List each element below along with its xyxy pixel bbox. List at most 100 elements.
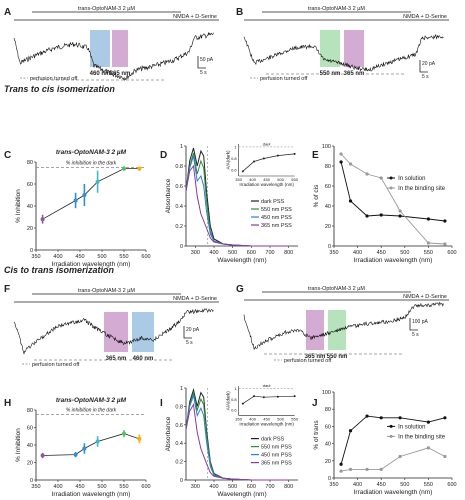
inset-y-tick-label: 0.6 — [231, 168, 237, 173]
data-point — [348, 162, 353, 166]
window-label-2: 550 nm — [327, 354, 348, 360]
y-tick-label: 20 — [325, 459, 331, 465]
data-point — [398, 454, 402, 459]
data-point — [365, 467, 369, 471]
y-tick-label: 100 — [322, 144, 331, 150]
data-point — [339, 160, 343, 164]
y-axis-label: % Inhibition — [15, 189, 22, 223]
light-window-1 — [104, 312, 128, 352]
x-tick-label: 350 — [31, 254, 40, 260]
x-tick-label: 400 — [209, 484, 218, 490]
x-tick-label: 500 — [228, 250, 237, 256]
x-axis-label: Irradiation wavelength (nm) — [354, 489, 433, 496]
x-tick-label: 400 — [209, 250, 218, 256]
y-tick-label: 0.8 — [175, 164, 183, 170]
data-point — [82, 446, 87, 451]
perfusion-label: perfusion turned off — [260, 76, 308, 82]
spectrum-line — [185, 164, 289, 247]
legend-marker — [389, 434, 393, 438]
legend-label: 550 nm PSS — [261, 445, 292, 451]
data-point — [426, 241, 430, 245]
y-axis-label: % of cis — [313, 184, 320, 208]
scale-bar-x-label: 5 s — [422, 74, 429, 80]
panel-letter-b: B — [236, 7, 243, 18]
x-axis-label: Irradiation wavelength (nm) — [354, 257, 433, 264]
x-tick-label: 300 — [191, 250, 200, 256]
inset-dark-annotation: dark — [263, 383, 272, 388]
data-point — [339, 469, 343, 473]
y-tick-label: 0 — [328, 476, 331, 482]
x-tick-label: 800 — [284, 250, 293, 256]
inset-x-label: Irradiation wavelength (nm) — [239, 421, 294, 426]
inset-y-tick-label: 1 — [234, 386, 237, 391]
x-tick-label: 400 — [353, 250, 362, 256]
data-point — [398, 214, 402, 218]
legend-label: 550 nm PSS — [261, 207, 292, 213]
y-tick-label: 40 — [325, 204, 331, 210]
light-window-2 — [112, 30, 128, 67]
agonist-label: NMDA + D-Serine — [173, 14, 217, 20]
light-window-1 — [320, 30, 340, 67]
x-tick-label: 500 — [97, 484, 106, 490]
panel-letter-j: J — [312, 398, 318, 409]
data-point — [365, 214, 369, 218]
x-tick-label: 550 — [424, 250, 433, 256]
panel-letter-d: D — [160, 150, 167, 161]
x-tick-label: 700 — [265, 250, 274, 256]
inset-y-tick-label: 0.6 — [231, 408, 237, 413]
data-point — [73, 198, 78, 203]
y-tick-label: 0.2 — [175, 224, 183, 230]
panel-letter-i: I — [160, 398, 163, 409]
y-tick-label: 1 — [180, 144, 183, 150]
x-axis-label: Irradiation wavelength (nm) — [52, 261, 131, 268]
x-axis-label: Wavelength (nm) — [217, 257, 266, 264]
legend-label: dark PSS — [261, 199, 285, 205]
data-point — [443, 219, 447, 223]
inset-point — [262, 157, 265, 160]
y-tick-label: 60 — [325, 184, 331, 190]
drug-label: trans-OptoNAM-3 2 µM — [308, 286, 365, 292]
y-tick-label: 0.8 — [175, 404, 183, 410]
y-tick-label: 40 — [27, 204, 33, 210]
y-tick-label: 1 — [180, 386, 183, 392]
chart-panel-j: 350 400 450 500 550 600 0 20 40 60 80 100 Irradiatio… — [313, 390, 457, 496]
inset-y-label: A/A(dark) — [226, 391, 231, 411]
drug-label: trans-OptoNAM-3 2 µM — [78, 6, 135, 12]
window-label-1: 365 nm — [305, 354, 326, 360]
panel-letter-c: C — [4, 150, 11, 161]
x-tick-label: 400 — [53, 484, 62, 490]
x-tick-label: 500 — [228, 484, 237, 490]
y-tick-label: 100 — [322, 390, 331, 396]
current-trace — [243, 301, 444, 350]
inset-line — [242, 153, 295, 172]
scale-bar-x-label: 5 s — [412, 332, 419, 338]
scale-bar — [183, 326, 192, 339]
y-tick-label: 80 — [325, 164, 331, 170]
x-tick-label: 700 — [265, 484, 274, 490]
scale-bar — [197, 56, 206, 69]
perfusion-label: perfusion turned off — [32, 362, 80, 368]
panel-letter-g: G — [236, 284, 244, 295]
data-point — [40, 453, 45, 458]
data-point — [443, 242, 447, 246]
x-tick-label: 450 — [377, 482, 386, 488]
y-axis-label: Absorbance — [165, 416, 172, 451]
data-point — [82, 193, 87, 197]
light-window-2 — [328, 310, 346, 350]
window-label-1: 550 nm — [320, 71, 341, 77]
light-window-2 — [132, 312, 154, 352]
data-point — [73, 452, 78, 457]
scale-bar-y-label: 50 pA — [200, 57, 214, 63]
scale-bar — [409, 318, 418, 331]
drug-label: trans-OptoNAM-3 2 µM — [308, 6, 365, 12]
inset-point — [262, 396, 265, 399]
legend-label: 450 nm PSS — [261, 215, 292, 221]
inset-x-label: Irradiation wavelength (nm) — [239, 182, 294, 187]
agonist-label: NMDA + D-Serine — [403, 294, 447, 300]
light-window-2 — [344, 30, 364, 67]
y-axis-label: Absorbance — [165, 178, 172, 213]
series-line — [341, 447, 446, 472]
inset-y-tick-label: 0.8 — [231, 156, 237, 161]
chart-panel-e: 350 400 450 500 550 600 0 20 40 60 80 100 Irradiatio… — [313, 144, 457, 264]
x-tick-label: 550 — [119, 484, 128, 490]
